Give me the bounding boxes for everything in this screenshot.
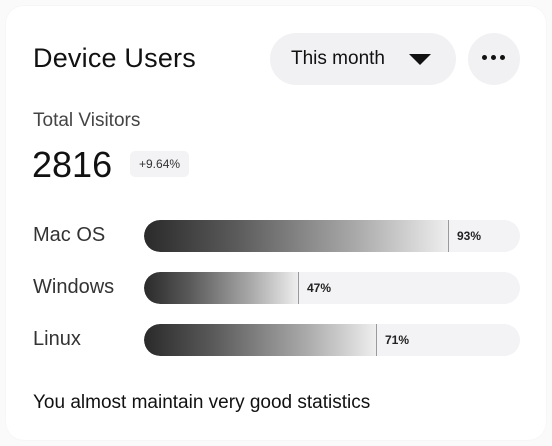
footer-message: You almost maintain very good statistics xyxy=(33,392,371,413)
usage-bar-fill xyxy=(144,324,376,356)
usage-percent: 71% xyxy=(385,333,410,347)
usage-bar-marker xyxy=(298,272,299,304)
usage-percent: 93% xyxy=(457,229,482,243)
dot xyxy=(491,55,496,60)
device-name: Linux xyxy=(33,328,81,350)
total-visitors-label: Total Visitors xyxy=(33,110,141,131)
usage-bar-marker xyxy=(448,220,449,252)
usage-bar-track: 93% xyxy=(144,220,520,252)
period-dropdown-label: This month xyxy=(291,48,385,69)
device-name: Windows xyxy=(33,276,115,298)
device-row: Mac OS 93% xyxy=(6,220,546,254)
change-badge: +9.64% xyxy=(130,151,190,177)
total-visitors-value: 2816 xyxy=(32,144,113,185)
device-row: Windows 47% xyxy=(6,272,546,306)
dot xyxy=(500,55,505,60)
more-options-button[interactable] xyxy=(468,33,520,85)
caret-down-icon xyxy=(409,54,431,65)
device-row: Linux 71% xyxy=(6,324,546,358)
period-dropdown[interactable]: This month xyxy=(270,33,456,85)
usage-bar-track: 47% xyxy=(144,272,520,304)
usage-percent: 47% xyxy=(307,281,332,295)
usage-bar-fill xyxy=(144,272,298,304)
device-name: Mac OS xyxy=(33,224,106,246)
card-title: Device Users xyxy=(33,43,196,73)
usage-bar-fill xyxy=(144,220,448,252)
device-users-card: Device Users This month Total Visitors 2… xyxy=(6,6,546,440)
usage-bar-marker xyxy=(376,324,377,356)
more-horizontal-icon xyxy=(482,55,506,61)
usage-bar-track: 71% xyxy=(144,324,520,356)
dot xyxy=(482,55,487,60)
